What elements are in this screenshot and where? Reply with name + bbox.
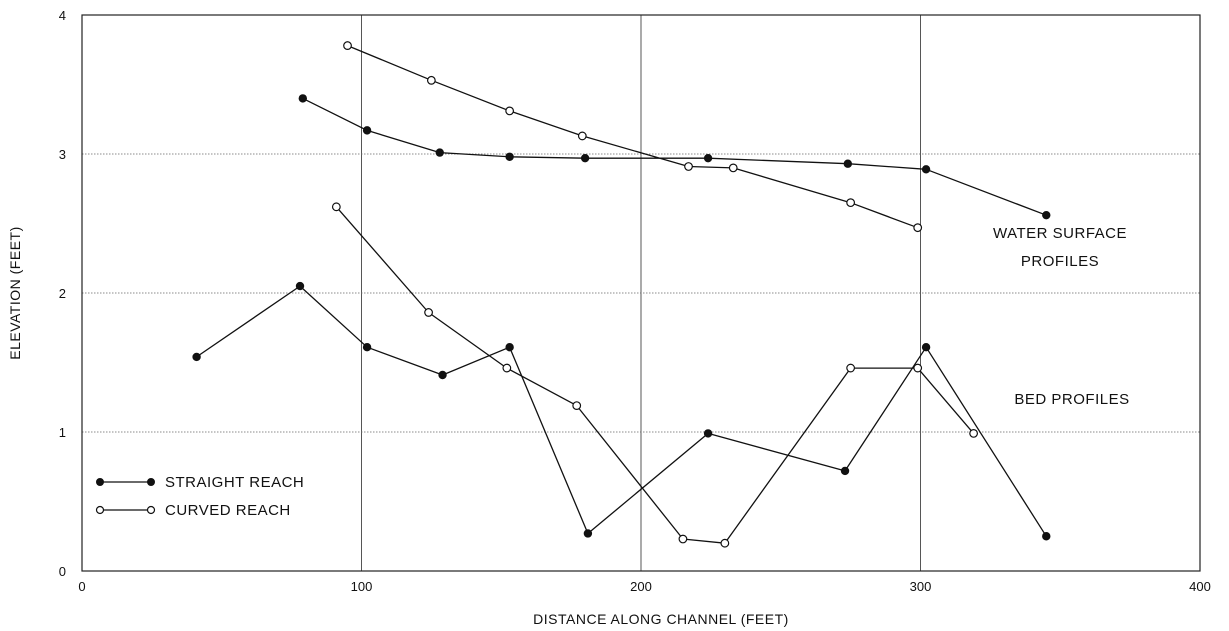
series-bed-curved-reach [331, 202, 979, 548]
data-point [913, 363, 923, 373]
data-point [505, 106, 515, 116]
data-point [969, 428, 979, 438]
legend-marker-curved-reach [95, 505, 105, 515]
data-point [502, 363, 512, 373]
series-water-surface-curved-reach [343, 41, 923, 233]
x-tick-label: 200 [630, 579, 652, 594]
annotation-water-surface-line2: PROFILES [1021, 253, 1099, 270]
legend-label-straight-reach: STRAIGHT REACH [165, 474, 304, 491]
tick-labels: 0 100 200 300 400 0 1 2 3 4 [59, 8, 1211, 594]
data-point [684, 162, 693, 171]
data-point [505, 343, 514, 352]
data-point [846, 363, 856, 373]
data-point [583, 529, 593, 538]
data-point [362, 343, 372, 352]
data-point [424, 308, 433, 317]
y-axis-title: ELEVATION (FEET) [7, 226, 23, 360]
data-point [921, 165, 931, 174]
data-point [192, 352, 201, 362]
x-tick-label: 0 [78, 579, 85, 594]
series-layer [192, 41, 1051, 548]
y-tick-label: 1 [59, 425, 66, 440]
plot-frame [81, 14, 1201, 572]
x-axis-title: DISTANCE ALONG CHANNEL (FEET) [533, 611, 789, 627]
series-bed-straight-reach [192, 281, 1051, 541]
y-tick-label: 0 [59, 564, 66, 579]
y-tick-label: 4 [59, 8, 66, 23]
data-point [703, 153, 713, 163]
data-point [435, 148, 444, 157]
data-point [331, 202, 341, 212]
data-point [505, 152, 514, 161]
data-point [1042, 532, 1051, 541]
annotation-water-surface-line1: WATER SURFACE [993, 225, 1127, 242]
data-point [580, 153, 590, 163]
series-water-surface-straight-reach [298, 94, 1051, 220]
data-point [362, 126, 372, 135]
data-point [426, 75, 436, 85]
data-point [843, 159, 853, 168]
data-point [577, 131, 587, 141]
x-tick-label: 400 [1189, 579, 1211, 594]
data-point [295, 281, 305, 291]
data-point [728, 163, 738, 173]
series-line [347, 44, 918, 229]
series-line [302, 97, 1047, 216]
y-tick-label: 3 [59, 147, 66, 162]
legend-marker-straight-reach [96, 478, 104, 486]
data-point [720, 538, 730, 548]
y-tick-label: 2 [59, 286, 66, 301]
data-point [343, 41, 352, 50]
data-point [572, 401, 582, 410]
legend: STRAIGHT REACH CURVED REACH [95, 474, 304, 519]
data-point [703, 429, 713, 438]
data-point [846, 198, 856, 208]
data-point [1042, 210, 1051, 220]
legend-marker-curved-reach [146, 505, 156, 515]
series-line [196, 285, 1047, 537]
data-point [438, 370, 447, 380]
x-tick-label: 300 [910, 579, 932, 594]
legend-label-curved-reach: CURVED REACH [165, 502, 291, 519]
x-tick-label: 100 [351, 579, 373, 594]
data-point [840, 466, 850, 476]
legend-marker-straight-reach [147, 478, 155, 486]
data-point [921, 343, 931, 352]
data-point [678, 534, 688, 544]
data-point [298, 94, 308, 103]
annotations: WATER SURFACE PROFILES BED PROFILES [993, 225, 1129, 408]
grid [82, 15, 1200, 571]
series-line [335, 206, 975, 544]
data-point [913, 223, 923, 233]
annotation-bed-profiles: BED PROFILES [1014, 391, 1129, 408]
